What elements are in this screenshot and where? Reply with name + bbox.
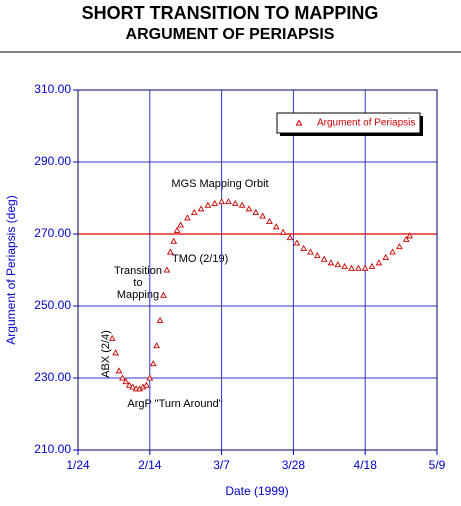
data-point [160,291,167,298]
data-point [354,264,362,271]
data-point [143,381,150,388]
x-tick-label: 1/24 [66,458,90,472]
data-point [177,221,184,228]
data-point [259,212,266,219]
data-point [129,383,137,390]
data-point [348,264,355,271]
data-point [293,239,301,246]
data-point [286,234,294,241]
annotation: TMO (2/19) [172,253,228,265]
data-point [225,198,232,205]
data-point [153,342,161,349]
x-axis-label: Date (1999) [225,484,288,498]
annotation: Mapping [117,289,159,301]
data-point [218,198,225,205]
data-point [119,374,126,381]
data-point [396,243,403,250]
data-point [108,334,116,341]
data-point [184,214,191,221]
y-tick-label: 250.00 [34,298,71,312]
data-point [149,360,157,367]
y-tick-label: 210.00 [34,442,71,456]
data-point [382,253,390,260]
data-point [252,208,260,215]
data-point [272,223,280,230]
data-point [341,262,349,269]
data-point [320,255,328,262]
y-tick-label: 230.00 [34,370,71,384]
data-point [112,349,119,356]
legend-label: Argument of Periapsis [317,118,415,129]
annotation: to [133,277,142,289]
data-point [334,261,342,268]
x-tick-label: 3/28 [282,458,306,472]
data-point [245,205,253,212]
data-point [238,201,246,208]
data-point [146,374,154,381]
data-point [170,237,178,244]
chart-title: SHORT TRANSITION TO MAPPING [82,3,379,23]
data-point [402,235,410,242]
data-point [313,252,321,259]
data-point [279,228,287,235]
annotation: ABX (2/4) [100,330,112,378]
y-tick-label: 270.00 [34,226,71,240]
chart-subtitle: ARGUMENT OF PERIAPSIS [126,26,335,43]
y-tick-label: 290.00 [34,154,71,168]
x-tick-label: 5/9 [429,458,446,472]
data-point [300,244,308,251]
annotation: MGS Mapping Orbit [171,178,268,190]
annotation: Transition [114,265,162,277]
plot-frame [77,89,438,451]
data-point [115,367,123,374]
x-tick-label: 4/18 [354,458,378,472]
data-point [163,266,171,273]
y-tick-label: 310.00 [34,82,71,96]
data-point [190,208,198,215]
data-point [231,199,239,206]
data-point [122,378,130,385]
data-point [307,248,314,255]
data-point [327,259,335,266]
data-point [125,381,133,388]
data-point [389,248,396,255]
data-point [166,248,174,255]
legend-box [276,112,421,134]
x-tick-label: 2/14 [138,458,162,472]
data-point [368,262,376,269]
data-point [197,205,205,212]
data-point [211,199,219,206]
data-point [156,316,164,323]
x-tick-label: 3/7 [213,458,230,472]
data-point [406,232,414,239]
data-point [173,226,181,233]
legend-marker [295,119,303,126]
data-point [375,259,383,266]
data-point [361,264,369,271]
annotation: ArgP "Turn Around" [127,398,222,410]
data-point [204,201,212,208]
data-point [266,217,273,224]
y-axis-label: Argument of Periapsis (deg) [4,195,18,344]
